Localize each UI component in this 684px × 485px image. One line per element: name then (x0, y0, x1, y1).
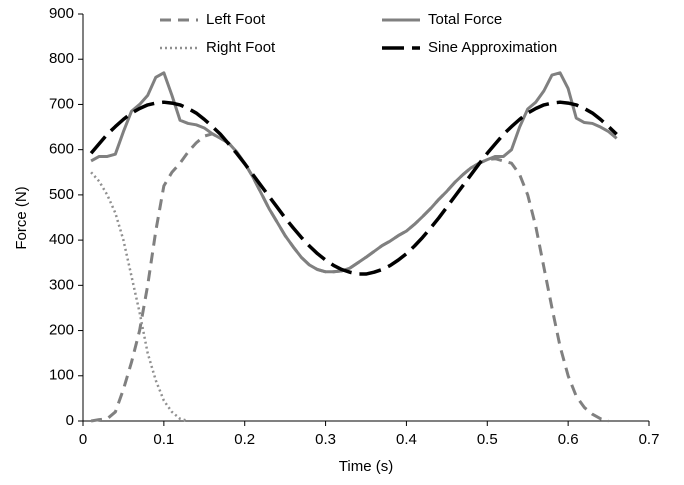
series-line (90, 132, 609, 423)
series-line (89, 100, 618, 276)
series-line (90, 71, 618, 274)
x-tick-label: 0.4 (396, 431, 417, 448)
y-tick-label: 800 (49, 50, 74, 67)
y-tick-label: 500 (49, 186, 74, 203)
legend-label: Left Foot (206, 11, 266, 28)
y-tick-label: 600 (49, 141, 74, 158)
y-tick-label: 200 (49, 322, 74, 339)
y-tick-label: 0 (66, 412, 74, 429)
y-tick-label: 300 (49, 276, 74, 293)
x-tick-label: 0.7 (639, 431, 660, 448)
x-tick-label: 0.2 (234, 431, 255, 448)
x-tick-label: 0.1 (153, 431, 174, 448)
x-tick-label: 0 (79, 431, 87, 448)
legend-label: Sine Approximation (428, 39, 557, 56)
x-tick-label: 0.3 (315, 431, 336, 448)
y-tick-label: 100 (49, 367, 74, 384)
y-tick-label: 700 (49, 95, 74, 112)
series-line (90, 171, 189, 423)
y-tick-label: 400 (49, 231, 74, 248)
x-axis-title: Time (s) (339, 458, 393, 475)
y-tick-label: 900 (49, 5, 74, 22)
legend-label: Right Foot (206, 39, 276, 56)
x-tick-label: 0.5 (477, 431, 498, 448)
y-axis-title: Force (N) (13, 186, 30, 249)
x-tick-label: 0.6 (558, 431, 579, 448)
legend-label: Total Force (428, 11, 502, 28)
